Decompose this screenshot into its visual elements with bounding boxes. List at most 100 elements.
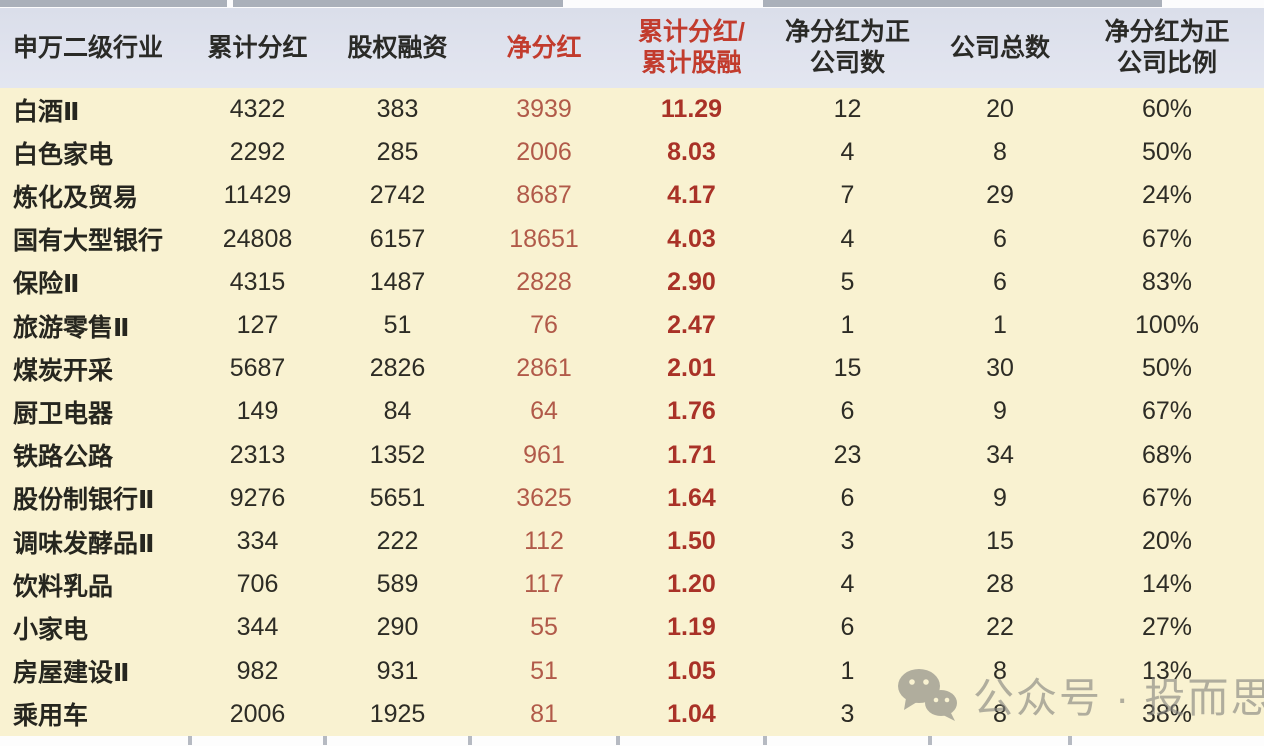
cell-net-dividend: 76 <box>530 311 558 340</box>
header-net-dividend: 净分红 <box>506 33 582 62</box>
cell-equity-financing: 931 <box>376 656 419 685</box>
cell-net-dividend: 81 <box>530 699 558 728</box>
cell-positive-count: 3 <box>840 527 855 556</box>
top-border-strip <box>0 0 1264 8</box>
cell-positive-pct: 50% <box>1141 354 1193 383</box>
cell-positive-pct: 50% <box>1141 138 1193 167</box>
cell-total-count: 15 <box>986 527 1014 556</box>
cell-net-dividend: 961 <box>523 440 565 469</box>
cell-cum-dividend: 11429 <box>223 181 292 210</box>
cell-cum-dividend: 706 <box>236 570 279 599</box>
cell-industry: 保险Ⅱ <box>13 270 80 299</box>
cell-net-dividend: 8687 <box>516 181 572 210</box>
cell-industry: 小家电 <box>13 615 89 644</box>
cell-ratio: 1.04 <box>667 699 716 728</box>
cell-ratio: 8.03 <box>667 138 716 167</box>
table-header-row: 申万二级行业 累计分红 股权融资 净分红 累计分红/ 累计股融 净分红为正 公司… <box>0 8 1264 88</box>
cell-positive-count: 1 <box>840 311 855 340</box>
bottom-border-strip <box>0 736 1264 746</box>
cell-positive-pct: 20% <box>1141 527 1193 556</box>
cell-positive-count: 7 <box>840 181 855 210</box>
cell-equity-financing: 5651 <box>369 483 426 512</box>
cell-industry: 铁路公路 <box>13 443 114 472</box>
cell-cum-dividend: 982 <box>236 656 279 685</box>
cell-ratio: 4.03 <box>667 224 716 253</box>
column-divider-tick <box>468 736 472 745</box>
table-row: 炼化及贸易 11429 2742 8687 4.17 7 29 24% <box>0 174 1264 217</box>
cell-ratio: 1.20 <box>667 570 716 599</box>
header-total-count: 公司总数 <box>949 33 1050 62</box>
cell-cum-dividend: 24808 <box>222 224 293 253</box>
header-positive-pct: 净分红为正 公司比例 <box>1070 17 1264 79</box>
cell-equity-financing: 2742 <box>369 181 426 210</box>
cell-positive-pct: 67% <box>1141 224 1193 253</box>
cell-equity-financing: 222 <box>376 527 419 556</box>
table-row: 厨卫电器 149 84 64 1.76 6 9 67% <box>0 390 1264 433</box>
cell-positive-count: 12 <box>833 95 862 124</box>
cell-ratio: 1.64 <box>667 483 716 512</box>
cell-equity-financing: 383 <box>376 95 419 124</box>
cell-cum-dividend: 5687 <box>229 354 286 383</box>
header-positive-count-line1: 净分红为正 <box>784 18 910 46</box>
table-row: 股份制银行Ⅱ 9276 5651 3625 1.64 6 9 67% <box>0 477 1264 520</box>
cell-positive-pct: 67% <box>1141 483 1193 512</box>
cell-positive-pct: 67% <box>1141 397 1193 426</box>
cell-total-count: 30 <box>986 354 1014 383</box>
cell-ratio: 2.47 <box>667 311 716 340</box>
cell-positive-count: 23 <box>833 440 862 469</box>
header-positive-pct-line2: 公司比例 <box>1116 49 1217 77</box>
cell-equity-financing: 290 <box>376 613 419 642</box>
cell-industry: 厨卫电器 <box>13 399 114 428</box>
cell-total-count: 8 <box>993 138 1007 167</box>
cell-equity-financing: 2826 <box>369 354 426 383</box>
cell-positive-count: 4 <box>840 138 855 167</box>
cell-equity-financing: 1487 <box>369 267 426 296</box>
column-divider-tick <box>763 736 767 745</box>
cell-industry: 房屋建设Ⅱ <box>13 659 130 688</box>
table-row: 乘用车 2006 1925 81 1.04 3 8 38% <box>0 693 1264 736</box>
cell-cum-dividend: 4315 <box>229 267 286 296</box>
cell-positive-count: 1 <box>840 656 855 685</box>
cell-net-dividend: 64 <box>530 397 558 426</box>
cell-ratio: 1.50 <box>667 527 716 556</box>
cell-positive-count: 4 <box>840 224 855 253</box>
cell-ratio: 2.01 <box>667 354 716 383</box>
cell-net-dividend: 55 <box>530 613 558 642</box>
table-row: 铁路公路 2313 1352 961 1.71 23 34 68% <box>0 434 1264 477</box>
header-ratio-line2: 累计股融 <box>641 49 742 77</box>
table-row: 旅游零售Ⅱ 127 51 76 2.47 1 1 100% <box>0 304 1264 347</box>
column-divider-tick <box>616 736 620 745</box>
cell-net-dividend: 3625 <box>516 483 572 512</box>
column-divider-tick <box>188 736 192 745</box>
cell-ratio: 1.76 <box>667 397 716 426</box>
border-segment <box>0 0 227 7</box>
cell-total-count: 34 <box>986 440 1014 469</box>
cell-total-count: 8 <box>993 699 1007 728</box>
cell-positive-count: 6 <box>840 613 855 642</box>
cell-equity-financing: 589 <box>376 570 419 599</box>
cell-industry: 国有大型银行 <box>13 227 164 256</box>
cell-total-count: 9 <box>993 397 1007 426</box>
column-divider-tick <box>928 736 932 745</box>
table-row: 小家电 344 290 55 1.19 6 22 27% <box>0 606 1264 649</box>
cell-cum-dividend: 344 <box>236 613 279 642</box>
cell-ratio: 1.05 <box>667 656 716 685</box>
table-row: 白色家电 2292 285 2006 8.03 4 8 50% <box>0 131 1264 174</box>
cell-industry: 白酒Ⅱ <box>13 97 80 126</box>
header-positive-count-line2: 公司数 <box>809 49 885 77</box>
cell-positive-pct: 60% <box>1141 95 1193 124</box>
cell-total-count: 20 <box>986 95 1014 124</box>
cell-net-dividend: 112 <box>524 527 564 556</box>
cell-positive-count: 4 <box>840 570 855 599</box>
table-row: 调味发酵品Ⅱ 334 222 112 1.50 3 15 20% <box>0 520 1264 563</box>
table-row: 保险Ⅱ 4315 1487 2828 2.90 5 6 83% <box>0 261 1264 304</box>
header-equity-financing: 股权融资 <box>347 33 448 62</box>
cell-total-count: 6 <box>993 224 1007 253</box>
cell-positive-pct: 38% <box>1141 699 1193 728</box>
table-row: 房屋建设Ⅱ 982 931 51 1.05 1 8 13% <box>0 650 1264 693</box>
cell-positive-pct: 13% <box>1141 656 1193 685</box>
cell-industry: 股份制银行Ⅱ <box>13 486 155 515</box>
cell-net-dividend: 2006 <box>516 138 572 167</box>
cell-ratio: 4.17 <box>667 181 716 210</box>
cell-total-count: 9 <box>993 483 1007 512</box>
